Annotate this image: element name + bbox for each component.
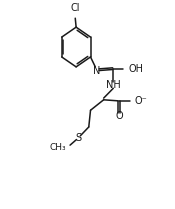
Text: O: O xyxy=(116,111,123,121)
Text: CH₃: CH₃ xyxy=(49,143,66,152)
Text: N: N xyxy=(93,66,100,75)
Text: O⁻: O⁻ xyxy=(134,96,147,106)
Text: NH: NH xyxy=(106,80,121,90)
Text: Cl: Cl xyxy=(71,3,80,13)
Text: OH: OH xyxy=(128,65,143,74)
Text: S: S xyxy=(75,133,81,143)
